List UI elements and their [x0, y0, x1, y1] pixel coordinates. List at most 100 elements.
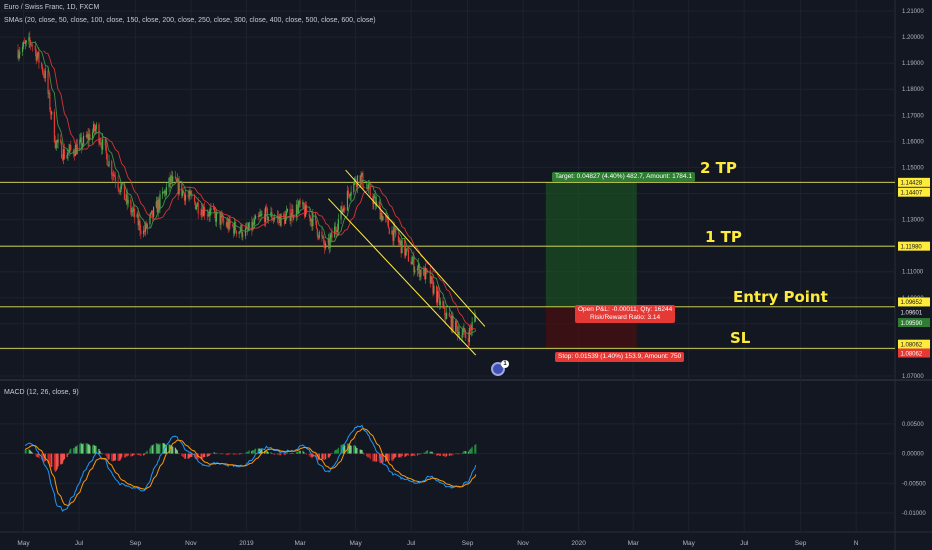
macd-histogram-bar [271, 453, 273, 454]
macd-histogram-bar [89, 445, 91, 454]
macd-histogram-bar [283, 453, 285, 455]
macd-histogram-bar [260, 448, 262, 454]
sma-20-line [43, 50, 476, 330]
macd-histogram-bar [24, 449, 26, 454]
macd-histogram-bar [382, 453, 384, 463]
candle-body [420, 270, 422, 276]
candle-body [203, 206, 206, 215]
macd-histogram-bar [106, 453, 108, 459]
macd-histogram-bar [25, 449, 27, 454]
macd-histogram-bar [82, 444, 84, 454]
candle-body [353, 182, 355, 192]
candle-body [178, 182, 180, 195]
target-zone [545, 182, 637, 307]
candle-body [22, 42, 25, 47]
macd-tick-label: -0.00500 [902, 481, 926, 487]
candle-body [380, 213, 382, 220]
candle-body [89, 133, 91, 140]
macd-histogram-bar [155, 442, 157, 454]
candle-body [261, 214, 263, 216]
candle-body [443, 306, 445, 308]
candle-body [467, 337, 470, 343]
candle-body [29, 37, 31, 43]
macd-histogram-bar [138, 453, 140, 455]
macd-histogram-bar [203, 453, 206, 458]
candle-body [82, 135, 85, 145]
macd-histogram-bar [462, 452, 464, 454]
macd-histogram-bar [168, 444, 170, 454]
alert-count-badge: 1 [501, 360, 509, 368]
candle-body [253, 222, 255, 225]
candle-body [17, 50, 19, 58]
candle-body [143, 230, 146, 232]
macd-histogram-bar [465, 451, 467, 454]
macd-histogram-bar [222, 453, 224, 455]
macd-histogram-bar [130, 453, 132, 457]
macd-histogram-bar [267, 452, 269, 454]
candle-body [61, 158, 64, 160]
macd-histogram-bar [375, 453, 377, 463]
macd-histogram-bar [426, 450, 429, 454]
candle-body [399, 240, 401, 242]
candle-body [254, 215, 257, 220]
candle-body [463, 328, 465, 331]
candle-body [177, 179, 179, 195]
candle-body [72, 149, 75, 154]
price-tag-label: 1.09601 [901, 310, 923, 316]
stop-info-box: Stop: 0.01539 (1.40%) 153.9, Amount: 750 [555, 352, 685, 362]
macd-histogram-bar [446, 453, 448, 457]
trend-channel-line [345, 169, 486, 327]
sma-short-line [28, 41, 477, 336]
macd-histogram-bar [335, 449, 338, 454]
macd-histogram-bar [303, 451, 305, 454]
candle-body [108, 160, 110, 167]
candle-body [53, 111, 56, 143]
candle-body [169, 177, 171, 184]
macd-histogram-bar [100, 452, 102, 454]
candle-body [206, 214, 208, 216]
candle-body [442, 300, 444, 308]
macd-histogram-bar [99, 451, 101, 454]
macd-histogram-bar [406, 453, 409, 455]
macd-histogram-bar [297, 451, 299, 454]
price-tag [898, 241, 930, 251]
macd-histogram-bar [190, 453, 192, 457]
candle-body [47, 70, 49, 94]
candle-body [34, 45, 36, 51]
macd-histogram-bar [156, 444, 158, 454]
candle-body [343, 207, 345, 210]
macd-histogram-bar [293, 453, 295, 455]
candle-body [344, 207, 346, 211]
macd-histogram-bar [70, 448, 72, 454]
candle-body [445, 315, 447, 319]
candle-body [43, 74, 45, 79]
candle-body [456, 326, 459, 336]
macd-histogram-bar [394, 453, 396, 458]
candle-body [369, 185, 371, 196]
macd-histogram-bar [391, 453, 393, 461]
candle-body [465, 334, 467, 338]
macd-histogram-bar [286, 452, 288, 454]
candle-body [36, 55, 38, 61]
macd-histogram-bar [229, 453, 231, 455]
price-tag [898, 318, 930, 328]
macd-histogram-bar [76, 445, 78, 454]
macd-histogram-bar [164, 444, 167, 454]
macd-histogram-bar [171, 446, 173, 454]
tp2-label: 2 TP [700, 159, 737, 177]
time-tick-label: May [349, 540, 362, 547]
macd-histogram-bar [234, 453, 237, 455]
stop-loss-label: SL [730, 329, 751, 347]
candle-body [165, 187, 167, 195]
candle-body [446, 312, 448, 319]
macd-histogram-bar [30, 451, 32, 454]
macd-histogram-bar [43, 453, 45, 463]
macd-histogram-bar [225, 453, 228, 455]
time-tick-label: Mar [295, 540, 307, 547]
candle-body [329, 238, 331, 248]
macd-tick-label: -0.01000 [902, 511, 926, 517]
macd-histogram-bar [277, 453, 279, 455]
macd-histogram-bar [31, 452, 34, 454]
